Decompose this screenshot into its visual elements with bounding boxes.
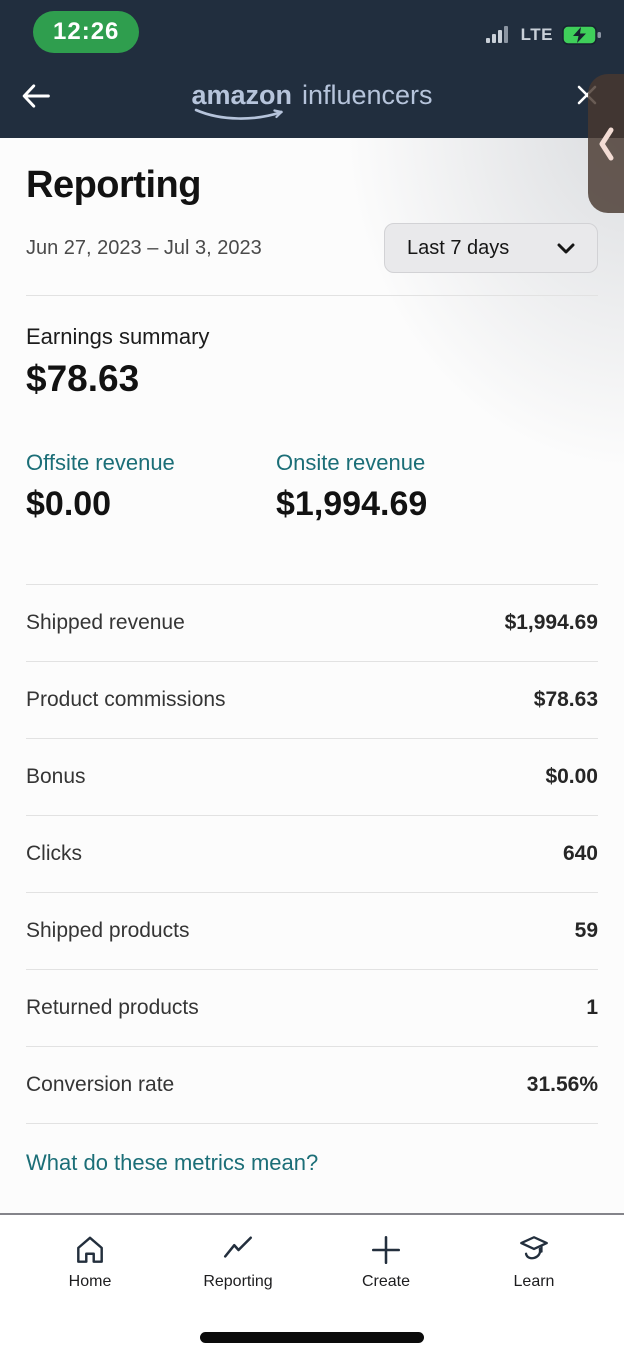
home-icon <box>77 1236 103 1263</box>
amazon-smile-icon <box>193 108 290 120</box>
plus-icon <box>371 1235 401 1265</box>
metric-value: $78.63 <box>533 688 598 711</box>
chevron-left-icon <box>599 127 614 160</box>
edge-panel-handle[interactable] <box>588 74 624 213</box>
table-row: Product commissions $78.63 <box>26 662 598 739</box>
metrics-help-link[interactable]: What do these metrics mean? <box>26 1150 319 1175</box>
table-row: Returned products 1 <box>26 970 598 1047</box>
home-indicator-bar[interactable] <box>200 1332 424 1343</box>
metrics-table: Shipped revenue $1,994.69 Product commis… <box>26 584 598 1124</box>
metric-value: 31.56% <box>526 1073 598 1096</box>
signal-strength-icon <box>485 25 512 45</box>
back-button[interactable] <box>18 78 54 114</box>
table-row: Clicks 640 <box>26 816 598 893</box>
metric-label: Bonus <box>26 765 86 788</box>
network-type-label: LTE <box>520 25 553 44</box>
metric-label: Shipped revenue <box>26 611 185 634</box>
table-row: Conversion rate 31.56% <box>26 1047 598 1124</box>
metric-value: 1 <box>586 996 598 1019</box>
earnings-summary-value: $78.63 <box>26 358 140 399</box>
trend-chart-icon <box>223 1236 253 1258</box>
influencers-logo-text: influencers <box>301 80 433 110</box>
metric-label: Shipped products <box>26 919 190 942</box>
offsite-revenue-value: $0.00 <box>26 485 112 523</box>
nav-item-reporting[interactable]: Reporting <box>178 1215 298 1350</box>
earnings-summary-label: Earnings summary <box>26 324 210 349</box>
graduation-cap-icon <box>520 1236 548 1260</box>
metric-value: 640 <box>562 842 598 865</box>
battery-charging-icon <box>562 24 602 46</box>
status-bar: 12:26 LTE <box>0 0 624 64</box>
metric-label: Product commissions <box>26 688 226 711</box>
chevron-down-icon <box>557 243 575 253</box>
nav-label: Home <box>68 1273 112 1290</box>
page-title: Reporting <box>26 164 201 206</box>
metric-label: Clicks <box>26 842 82 865</box>
onsite-revenue-value: $1,994.69 <box>276 485 428 523</box>
amazon-logo-text: amazon <box>191 80 292 120</box>
metric-value: $1,994.69 <box>504 611 598 634</box>
app-header: 12:26 LTE <box>0 0 624 138</box>
table-row: Shipped products 59 <box>26 893 598 970</box>
nav-item-home[interactable]: Home <box>30 1215 150 1350</box>
status-time-pill: 12:26 <box>33 11 140 53</box>
nav-label: Create <box>361 1273 411 1290</box>
metric-label: Returned products <box>26 996 199 1019</box>
bottom-navigation: Home Reporting Create Learn <box>0 1213 624 1350</box>
nav-label: Learn <box>513 1273 555 1290</box>
reporting-page: Reporting Jun 27, 2023 – Jul 3, 2023 Las… <box>0 138 624 1213</box>
nav-label: Reporting <box>203 1273 273 1290</box>
nav-item-create[interactable]: Create <box>326 1215 446 1350</box>
table-row: Bonus $0.00 <box>26 739 598 816</box>
table-row: Shipped revenue $1,994.69 <box>26 585 598 662</box>
metric-value: 59 <box>574 919 598 942</box>
onsite-revenue-label: Onsite revenue <box>276 450 426 475</box>
date-range-selector[interactable]: Last 7 days <box>384 223 598 273</box>
nav-item-learn[interactable]: Learn <box>474 1215 594 1350</box>
metric-value: $0.00 <box>545 765 598 788</box>
offsite-revenue-label: Offsite revenue <box>26 450 175 475</box>
app-logo: amazon influencers <box>0 80 624 120</box>
offsite-revenue-block: Offsite revenue $0.00 <box>26 450 276 524</box>
date-range-label: Jun 27, 2023 – Jul 3, 2023 <box>26 236 262 259</box>
section-divider <box>26 295 598 296</box>
metric-label: Conversion rate <box>26 1073 175 1096</box>
onsite-revenue-block: Onsite revenue $1,994.69 <box>276 450 526 524</box>
date-range-selector-value: Last 7 days <box>407 236 510 259</box>
